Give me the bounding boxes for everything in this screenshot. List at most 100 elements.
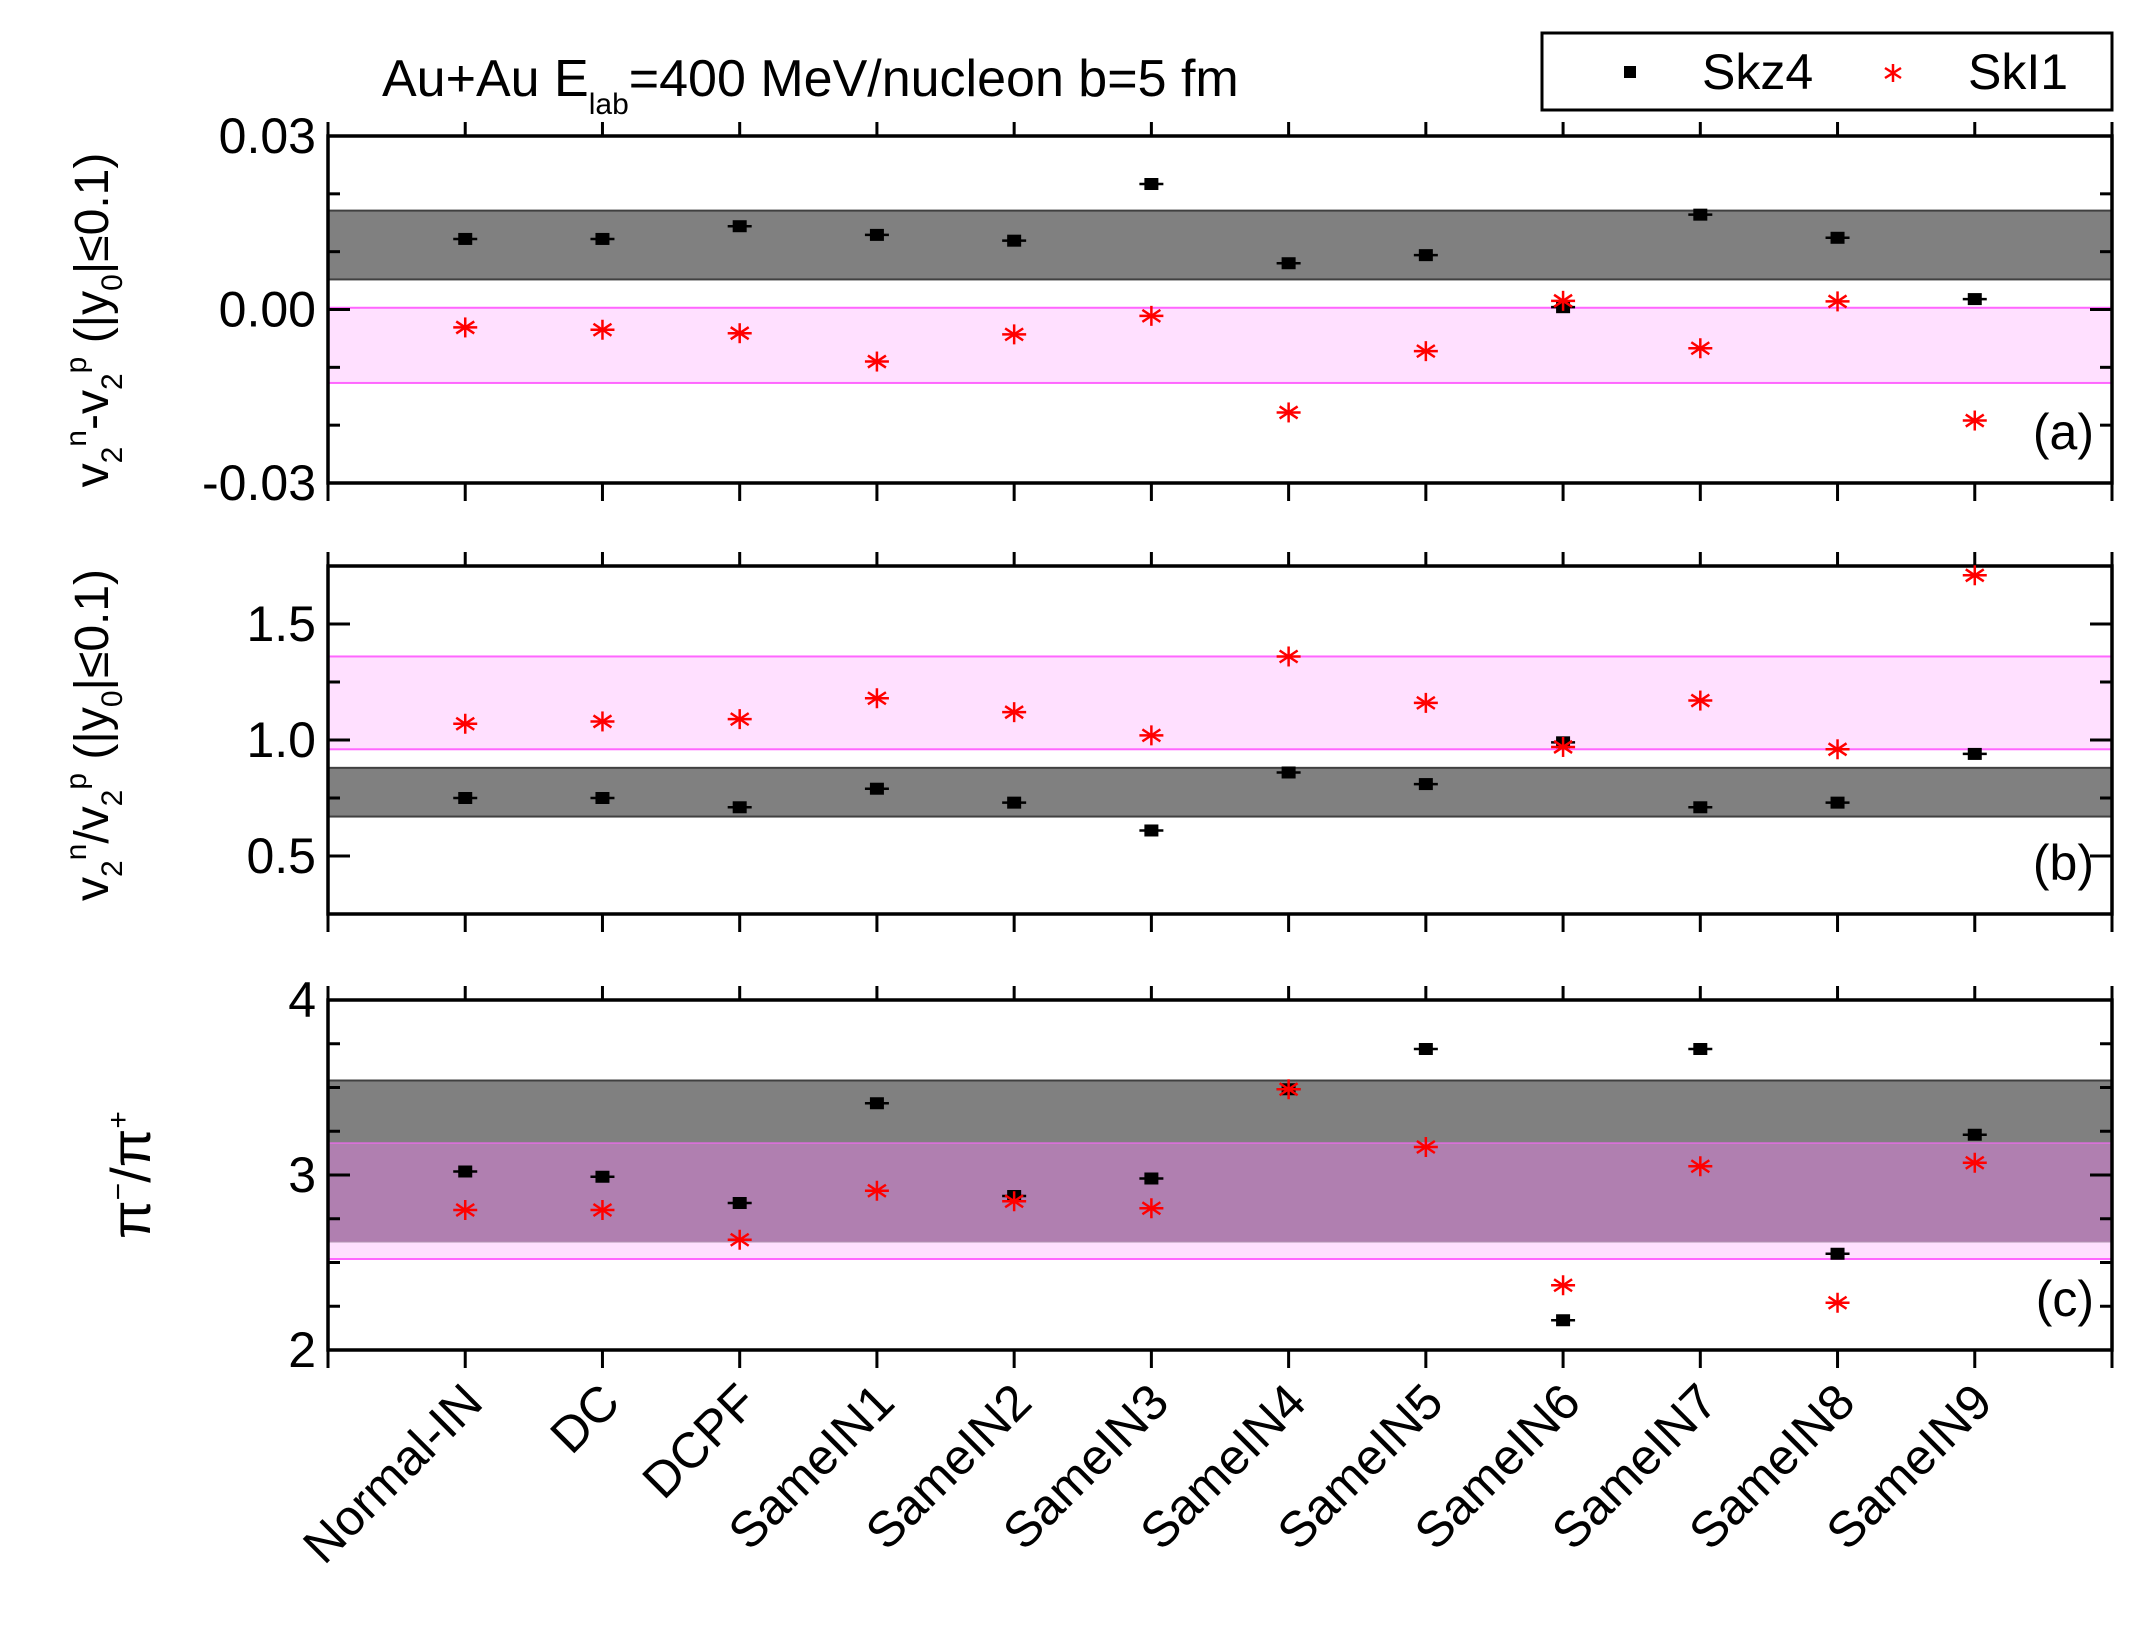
panel-c: 2 3 4 (c)	[288, 972, 2114, 1378]
point-skz4	[1413, 249, 1438, 262]
point-skz4	[1551, 1314, 1576, 1327]
panel-tag-c: (c)	[2036, 1271, 2094, 1327]
ytick-label-a: 0.03	[219, 108, 316, 164]
point-skz4	[1139, 824, 1164, 837]
point-skl1	[1139, 305, 1164, 326]
band-a-ski1	[327, 306, 2113, 384]
band-b-ski1	[327, 655, 2113, 751]
ytick-label-c: 4	[288, 972, 316, 1028]
point-skl1	[590, 319, 615, 340]
point-skl1	[590, 1200, 615, 1220]
legend-box	[1540, 31, 2114, 112]
point-skz4	[1139, 178, 1164, 191]
panel-a: -0.03 0.00 0.03 (a)	[202, 108, 2114, 511]
chart-title-suffix: =400 MeV/nucleon b=5 fm	[629, 50, 1239, 108]
point-skl1	[1139, 725, 1164, 746]
point-skl1	[1551, 290, 1576, 311]
point-skl1	[1413, 692, 1438, 713]
category-label: Normal-IN	[292, 1373, 493, 1574]
point-skl1	[1825, 1292, 1850, 1313]
point-skl1	[453, 1200, 478, 1220]
point-skl1	[1551, 736, 1576, 757]
point-skz4	[590, 792, 615, 804]
point-skl1	[1688, 1156, 1713, 1177]
point-skl1	[453, 317, 478, 338]
ytick-label-a: -0.03	[202, 455, 316, 511]
ytick-label-c: 3	[288, 1147, 316, 1203]
point-skl1	[864, 1180, 889, 1201]
point-skz4	[453, 1165, 478, 1178]
point-skz4	[1688, 208, 1713, 221]
point-skl1	[1551, 1275, 1576, 1296]
point-skz4	[1139, 1172, 1164, 1185]
point-skl1	[1962, 1152, 1987, 1173]
point-skl1	[1962, 565, 1987, 586]
point-skl1	[1413, 341, 1438, 362]
point-skz4	[727, 220, 752, 233]
band-a-skz4	[327, 209, 2113, 281]
ylabel-a: v2n-v2p (|y0|≤0.1)	[60, 153, 129, 488]
point-skl1	[727, 709, 752, 730]
panel-tag-a: (a)	[2033, 404, 2094, 460]
point-skz4	[1825, 231, 1850, 244]
ytick-label-c: 2	[288, 1322, 316, 1378]
panel-b: 0.5 1.0 1.5 (b)	[246, 552, 2114, 932]
legend-marker-skl1	[1884, 64, 1902, 82]
chart-title: Au+Au Elab=400 MeV/nucleon b=5 fm	[382, 50, 1239, 121]
point-skl1	[1139, 1198, 1164, 1219]
ylabel-b: v2n/v2p (|y0|≤0.1)	[60, 569, 129, 901]
point-skz4	[590, 232, 615, 245]
point-skz4	[1413, 778, 1438, 791]
point-skz4	[1002, 796, 1027, 809]
point-skl1	[1413, 1137, 1438, 1157]
point-skz4	[590, 1170, 615, 1183]
point-skz4	[864, 1097, 889, 1110]
point-skl1	[1825, 291, 1850, 312]
point-skl1	[1276, 402, 1301, 423]
ytick-label-b: 1.0	[246, 712, 316, 768]
point-skz4	[1688, 1043, 1713, 1055]
point-skz4	[453, 232, 478, 245]
ytick-label-b: 0.5	[246, 828, 316, 884]
point-skl1	[864, 688, 889, 709]
legend: Skz4 SkI1	[1540, 31, 2114, 112]
point-skz4	[1825, 796, 1850, 809]
legend-label-skz4: Skz4	[1702, 44, 1813, 100]
point-skz4	[864, 228, 889, 241]
point-skl1	[1002, 324, 1027, 345]
band-b-skz4	[327, 766, 2113, 818]
point-skl1	[727, 1229, 752, 1250]
point-skl1	[1002, 1191, 1027, 1212]
point-skz4	[727, 801, 752, 814]
point-skz4	[1962, 1128, 1987, 1141]
point-skz4	[1825, 1247, 1850, 1260]
point-skz4	[1962, 747, 1987, 760]
point-skz4	[453, 792, 478, 804]
panels: -0.03 0.00 0.03 (a) 0.5 1.0 1.5 (b) 2 3 4 (c)	[202, 108, 2114, 1378]
chart-title-sub: lab	[589, 88, 629, 121]
chart-title-prefix: Au+Au E	[382, 50, 589, 108]
point-skz4	[1688, 801, 1713, 814]
point-skl1	[1002, 702, 1027, 723]
category-label: DCPF	[632, 1373, 768, 1509]
point-skz4	[864, 782, 889, 795]
point-skl1	[1962, 410, 1987, 431]
panel-tag-b: (b)	[2033, 835, 2094, 891]
ytick-label-a: 0.00	[219, 282, 316, 338]
point-skl1	[1276, 1079, 1301, 1100]
point-skz4	[1276, 257, 1301, 270]
category-label: DC	[540, 1373, 631, 1464]
point-skl1	[1688, 690, 1713, 711]
point-skz4	[1276, 766, 1301, 779]
point-skl1	[1276, 646, 1301, 667]
point-skl1	[864, 351, 889, 372]
ytick-label-b: 1.5	[246, 596, 316, 652]
category-labels: Normal-IN DC DCPFSameIN1SameIN2SameIN3Same…	[292, 1373, 2002, 1574]
legend-marker-skz4	[1624, 66, 1636, 78]
legend-label-skl1: SkI1	[1968, 44, 2068, 100]
ylabel-c: π−/π+	[99, 1111, 162, 1239]
point-skz4	[1962, 293, 1987, 306]
point-skl1	[1688, 338, 1713, 359]
point-skz4	[1002, 234, 1027, 247]
